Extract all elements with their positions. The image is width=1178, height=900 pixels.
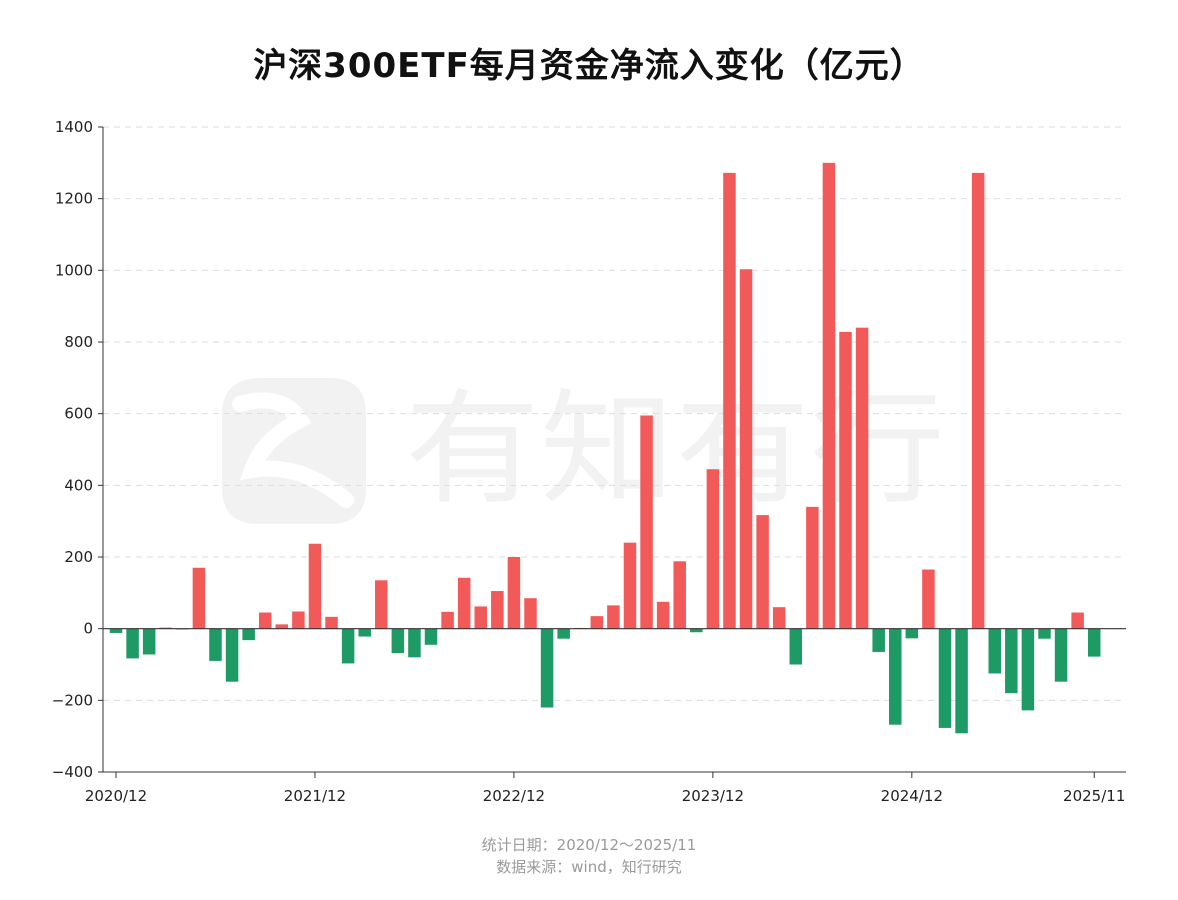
bar-2022/03: [358, 628, 371, 637]
x-tick-label: 2020/12: [85, 787, 147, 805]
bar-2024/07: [822, 162, 836, 629]
bar-2021/08: [242, 628, 255, 641]
bar-2021/06: [209, 628, 222, 661]
bar-2023/02: [540, 628, 554, 708]
bar-2022/12: [507, 557, 521, 629]
bar-2023/09: [656, 601, 670, 629]
y-tick-label: 1200: [55, 190, 93, 208]
bar-2023/03: [557, 628, 570, 639]
y-tick-label: 600: [64, 405, 93, 423]
bar-2025/11: [1087, 628, 1101, 657]
bar-2022/04: [375, 580, 388, 629]
bar-2024/02: [739, 269, 753, 629]
bar-2022/01: [325, 616, 338, 629]
data-source-note: 数据来源：wind，知行研究: [496, 858, 682, 876]
bar-2025/10: [1071, 612, 1084, 629]
bar-2025/06: [1005, 628, 1018, 694]
x-tick-label: 2023/12: [682, 787, 744, 805]
bar-2021/11: [292, 611, 305, 629]
bar-2024/12: [905, 628, 919, 639]
bar-2025/04: [971, 172, 985, 629]
bar-2023/07: [623, 542, 637, 629]
x-tick-label: 2021/12: [284, 787, 346, 805]
bar-2021/02: [142, 628, 156, 655]
bar-2021/07: [225, 628, 239, 682]
bar-2023/08: [640, 415, 653, 629]
bar-2025/08: [1038, 628, 1051, 639]
bar-2022/06: [408, 628, 421, 658]
bar-2021/05: [192, 567, 206, 629]
bar-2022/05: [391, 628, 405, 654]
y-tick-label: 400: [64, 476, 93, 494]
bar-2023/06: [607, 605, 620, 629]
x-tick-label: 2024/12: [881, 787, 943, 805]
bar-2022/02: [341, 628, 355, 664]
bar-2025/03: [955, 628, 968, 734]
bar-2023/05: [590, 616, 604, 629]
y-tick-label: 1400: [55, 118, 93, 136]
bar-2024/05: [789, 628, 803, 665]
bar-2022/08: [441, 611, 454, 629]
bar-2022/10: [474, 606, 488, 629]
bar-2025/02: [938, 628, 952, 728]
chart-title: 沪深300ETF每月资金净流入变化（亿元）: [253, 46, 925, 86]
bar-2024/11: [889, 628, 902, 725]
bar-2024/09: [855, 327, 869, 629]
bar-2024/08: [839, 331, 852, 629]
bar-2021/01: [126, 628, 139, 659]
bar-2021/12: [308, 543, 322, 629]
bar-2022/11: [491, 591, 504, 629]
y-tick-label: 0: [83, 620, 93, 638]
y-tick-label: −200: [52, 691, 93, 709]
bar-2024/01: [723, 172, 736, 629]
x-tick-label: 2022/12: [483, 787, 545, 805]
bar-2021/09: [258, 612, 272, 629]
bar-2022/07: [424, 628, 438, 645]
y-tick-label: 1000: [55, 261, 93, 279]
bar-2023/10: [673, 561, 686, 629]
bar-2020/12: [109, 628, 123, 633]
chart-footer: 统计日期：2020/12～2025/11 数据来源：wind，知行研究: [0, 834, 1178, 878]
bar-2024/06: [806, 506, 819, 629]
y-tick-label: 800: [64, 333, 93, 351]
x-tick-label: 2025/11: [1063, 787, 1125, 805]
bar-2024/04: [772, 607, 786, 629]
bar-2022/09: [457, 577, 471, 629]
watermark: 有知有行: [222, 378, 945, 524]
bar-2025/09: [1054, 628, 1068, 682]
bar-2023/01: [524, 598, 537, 629]
bar-2025/01: [922, 569, 935, 629]
bar-2024/03: [756, 515, 769, 629]
bar-2021/10: [275, 624, 289, 629]
bar-2025/05: [988, 628, 1001, 674]
yzyx-logo-icon: [222, 378, 366, 524]
bar-2025/07: [1021, 628, 1035, 711]
bar-2024/10: [872, 628, 885, 652]
watermark-text: 有知有行: [405, 378, 945, 522]
bar-2023/11: [690, 628, 703, 633]
bar-2023/12: [706, 469, 720, 629]
stat-date-note: 统计日期：2020/12～2025/11: [481, 836, 697, 854]
y-tick-label: −400: [52, 763, 93, 781]
y-tick-label: 200: [64, 548, 93, 566]
